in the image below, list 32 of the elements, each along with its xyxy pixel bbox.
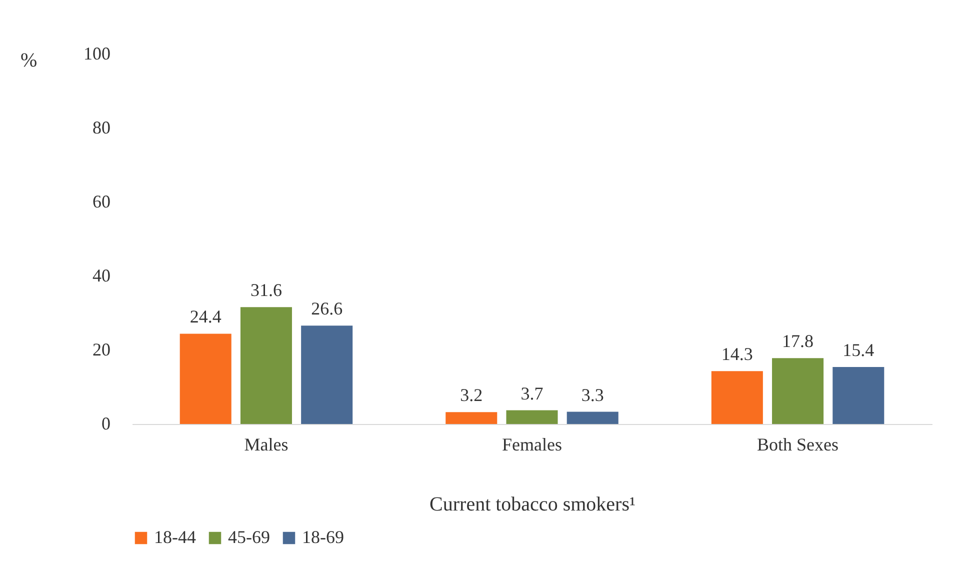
bar [240,307,292,424]
data-label: 3.2 [460,385,483,406]
y-tick-label: 0 [102,414,110,434]
data-label: 26.6 [311,298,343,319]
y-tick-label: 60 [92,192,110,212]
legend-label: 18-44 [154,527,196,547]
bar [506,410,558,424]
y-axis-title: % [20,50,38,72]
data-label: 17.8 [782,331,814,352]
bar [180,334,232,424]
data-label: 3.3 [581,384,604,405]
bar [446,412,498,424]
data-label: 15.4 [842,340,874,360]
x-tick-label: Females [502,434,562,454]
data-label: 3.7 [520,383,544,404]
bar [772,358,824,424]
x-tick-label: Both Sexes [757,434,839,454]
y-tick-label: 20 [92,340,110,360]
data-label: 24.4 [190,306,222,327]
y-tick-label: 40 [92,266,110,286]
bar [711,371,763,424]
x-axis-title: Current tobacco smokers¹ [430,494,636,516]
x-tick-label: Males [244,434,288,454]
bar [301,326,353,424]
bar [832,367,884,424]
y-tick-label: 80 [92,118,110,138]
bar [566,412,618,424]
legend-label: 18-69 [302,527,344,547]
y-tick-label: 100 [84,44,110,64]
data-label: 31.6 [250,280,282,300]
data-label: 14.3 [721,344,753,364]
legend-label: 45-69 [228,527,270,547]
